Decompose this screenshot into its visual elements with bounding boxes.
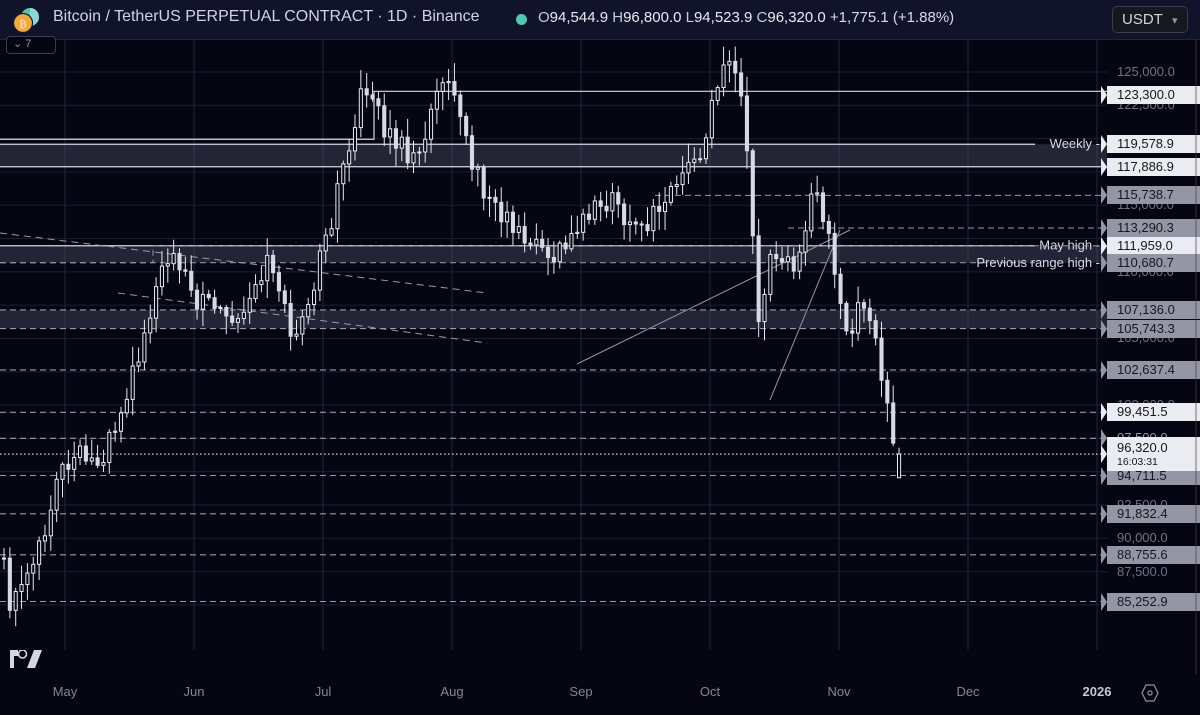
- svg-text:Weekly -: Weekly -: [1050, 136, 1100, 151]
- svg-text:₿: ₿: [19, 19, 27, 31]
- svg-text:Previous range high -: Previous range high -: [976, 255, 1100, 270]
